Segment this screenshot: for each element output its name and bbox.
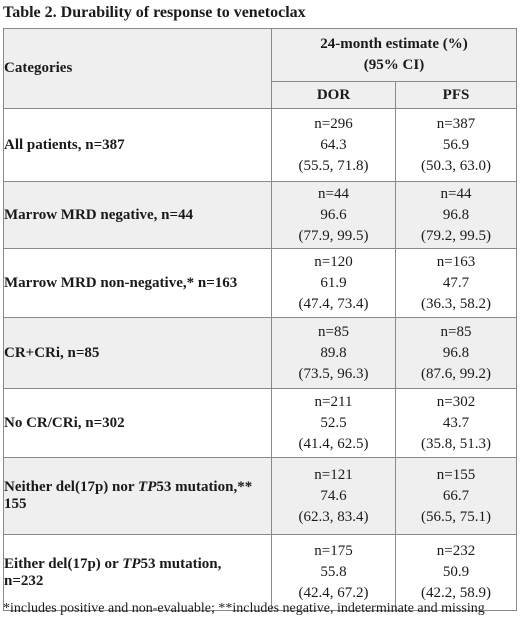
estimate-header-line1: 24-month estimate (%) bbox=[320, 36, 468, 52]
dor-cell: n=175 55.8 (42.4, 67.2) bbox=[271, 534, 396, 611]
pfs-cell: n=44 96.8 (79.2, 99.5) bbox=[395, 181, 517, 249]
dor-n: n=175 bbox=[314, 543, 353, 559]
dor-cell: n=211 52.5 (41.4, 62.5) bbox=[271, 388, 396, 458]
pfs-header: PFS bbox=[395, 81, 517, 109]
dor-cell: n=44 96.6 (77.9, 99.5) bbox=[271, 181, 396, 249]
pfs-estimate: 96.8 bbox=[442, 344, 470, 361]
pfs-cell: n=85 96.8 (87.6, 99.2) bbox=[395, 317, 517, 389]
categories-header: Categories bbox=[3, 28, 272, 109]
category-label: No CR/CRi, n=302 bbox=[3, 388, 272, 458]
pfs-n: n=155 bbox=[436, 466, 476, 483]
pfs-cell: n=232 50.9 (42.2, 58.9) bbox=[395, 534, 517, 611]
label-part: 53 mutation,** bbox=[156, 479, 253, 495]
category-label: All patients, n=387 bbox=[3, 108, 272, 182]
dor-n: n=120 bbox=[314, 253, 353, 270]
table-row: No CR/CRi, n=302 n=211 52.5 (41.4, 62.5)… bbox=[3, 388, 517, 458]
pfs-estimate: 47.7 bbox=[442, 274, 470, 291]
pfs-n: n=85 bbox=[440, 323, 472, 340]
dor-header: DOR bbox=[271, 81, 396, 109]
pfs-ci: (35.8, 51.3) bbox=[421, 435, 491, 452]
dor-estimate: 74.6 bbox=[320, 487, 347, 504]
dor-ci: (42.4, 67.2) bbox=[298, 585, 369, 601]
category-label: Marrow MRD non-negative,* n=163 bbox=[3, 248, 272, 318]
dor-cell: n=296 64.3 (55.5, 71.8) bbox=[271, 108, 396, 182]
category-label-line1: Either del(17p) or TP53 mutation, bbox=[4, 556, 271, 573]
estimate-header: 24-month estimate (%) (95% CI) bbox=[271, 28, 517, 82]
label-part: 53 mutation, bbox=[140, 555, 222, 572]
pfs-ci: (87.6, 99.2) bbox=[421, 365, 491, 382]
dor-estimate: 52.5 bbox=[320, 414, 347, 431]
dor-estimate: 61.9 bbox=[320, 274, 347, 291]
dor-ci: (77.9, 99.5) bbox=[298, 227, 369, 244]
table-row: Either del(17p) or TP53 mutation, n=232 … bbox=[3, 534, 517, 611]
category-label-line2: n=232 bbox=[4, 572, 44, 589]
pfs-cell: n=163 47.7 (36.3, 58.2) bbox=[395, 248, 517, 318]
pfs-ci: (50.3, 63.0) bbox=[421, 157, 491, 174]
pfs-estimate: 66.7 bbox=[442, 487, 470, 504]
pfs-cell: n=155 66.7 (56.5, 75.1) bbox=[395, 457, 517, 535]
pfs-cell: n=302 43.7 (35.8, 51.3) bbox=[395, 388, 517, 458]
pfs-n: n=163 bbox=[436, 253, 476, 270]
category-label-line1: Neither del(17p) nor TP53 mutation,** bbox=[4, 479, 271, 496]
footnote: *includes positive and non-evaluable; **… bbox=[3, 601, 485, 616]
table-row: All patients, n=387 n=296 64.3 (55.5, 71… bbox=[3, 108, 517, 182]
dor-ci: (62.3, 83.4) bbox=[298, 508, 369, 525]
dor-ci: (73.5, 96.3) bbox=[298, 365, 369, 382]
pfs-ci: (42.2, 58.9) bbox=[421, 585, 491, 601]
dor-n: n=296 bbox=[314, 115, 353, 132]
category-label-line2: 155 bbox=[4, 496, 27, 512]
table-row: Marrow MRD negative, n=44 n=44 96.6 (77.… bbox=[3, 181, 517, 249]
pfs-ci: (56.5, 75.1) bbox=[421, 508, 491, 525]
table-row: Marrow MRD non-negative,* n=163 n=120 61… bbox=[3, 248, 517, 318]
dor-ci: (55.5, 71.8) bbox=[298, 157, 369, 174]
category-label: Marrow MRD negative, n=44 bbox=[3, 181, 272, 249]
table-row: Neither del(17p) nor TP53 mutation,** 15… bbox=[3, 457, 517, 535]
label-part: Either del(17p) or bbox=[4, 555, 123, 572]
table-row: CR+CRi, n=85 n=85 89.8 (73.5, 96.3) n=85… bbox=[3, 317, 517, 389]
dor-cell: n=121 74.6 (62.3, 83.4) bbox=[271, 457, 396, 535]
category-label: Neither del(17p) nor TP53 mutation,** 15… bbox=[3, 457, 272, 535]
pfs-ci: (79.2, 99.5) bbox=[421, 227, 491, 244]
dor-estimate: 96.6 bbox=[320, 206, 347, 223]
pfs-estimate: 50.9 bbox=[442, 564, 470, 580]
dor-estimate: 55.8 bbox=[320, 564, 347, 580]
dor-n: n=44 bbox=[318, 185, 349, 202]
dor-estimate: 64.3 bbox=[320, 136, 347, 153]
durability-table: Categories 24-month estimate (%) (95% CI… bbox=[3, 28, 517, 611]
pfs-n: n=387 bbox=[436, 115, 476, 132]
dor-ci: (41.4, 62.5) bbox=[298, 435, 369, 452]
dor-cell: n=85 89.8 (73.5, 96.3) bbox=[271, 317, 396, 389]
category-label: CR+CRi, n=85 bbox=[3, 317, 272, 389]
pfs-ci: (36.3, 58.2) bbox=[421, 295, 491, 312]
label-part: Neither del(17p) nor bbox=[4, 479, 139, 495]
pfs-n: n=302 bbox=[436, 393, 476, 410]
table-title: Table 2. Durability of response to venet… bbox=[3, 4, 306, 21]
dor-n: n=211 bbox=[314, 393, 353, 410]
pfs-n: n=232 bbox=[436, 543, 476, 559]
label-part-italic: TP bbox=[138, 479, 157, 495]
pfs-estimate: 56.9 bbox=[442, 136, 470, 153]
dor-estimate: 89.8 bbox=[320, 344, 347, 361]
dor-cell: n=120 61.9 (47.4, 73.4) bbox=[271, 248, 396, 318]
dor-n: n=121 bbox=[314, 466, 353, 483]
estimate-header-line2: (95% CI) bbox=[363, 57, 425, 73]
pfs-estimate: 96.8 bbox=[442, 206, 470, 223]
dor-n: n=85 bbox=[318, 323, 349, 340]
label-part-italic: TP bbox=[122, 555, 141, 572]
header-row-1: Categories 24-month estimate (%) (95% CI… bbox=[3, 28, 517, 109]
dor-ci: (47.4, 73.4) bbox=[298, 295, 369, 312]
pfs-estimate: 43.7 bbox=[442, 414, 470, 431]
category-label: Either del(17p) or TP53 mutation, n=232 bbox=[3, 534, 272, 611]
pfs-n: n=44 bbox=[440, 185, 472, 202]
header-row-2: DOR PFS bbox=[4, 81, 517, 109]
pfs-cell: n=387 56.9 (50.3, 63.0) bbox=[395, 108, 517, 182]
